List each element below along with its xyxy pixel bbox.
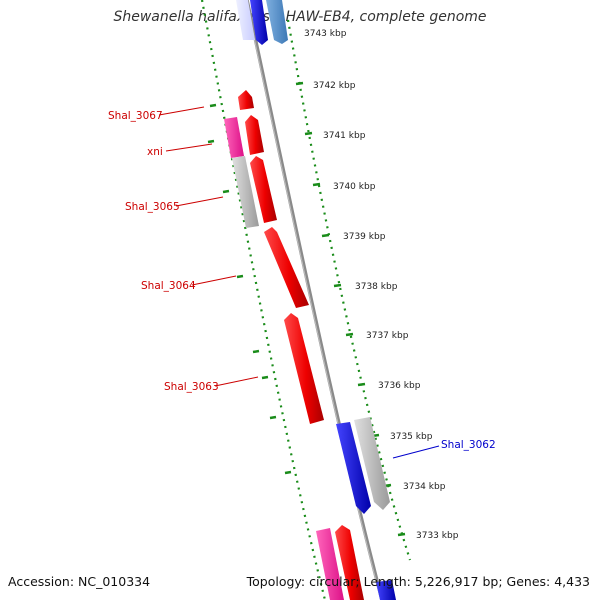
label-leaders xyxy=(158,106,440,459)
gene-label[interactable]: Shal_3065 xyxy=(125,201,180,213)
tick-label: 3734 kbp xyxy=(403,482,446,492)
gene-label[interactable]: Shal_3062 xyxy=(441,439,496,451)
gene-xni[interactable] xyxy=(245,115,264,155)
genome-backbone-highlight xyxy=(245,0,382,600)
tick-label: 3739 kbp xyxy=(343,232,386,242)
gene-shal-3062[interactable] xyxy=(336,422,371,514)
tick-label: 3733 kbp xyxy=(416,531,459,541)
forward-strand-features xyxy=(224,90,364,600)
forward-cds-bottom[interactable] xyxy=(335,525,364,600)
accession-text: Accession: NC_010334 xyxy=(8,574,151,589)
gene-shal-3064[interactable] xyxy=(264,227,309,308)
inner-tick-ring xyxy=(200,0,327,600)
tick-label: 3736 kbp xyxy=(378,381,421,391)
tick-label: 3738 kbp xyxy=(355,282,398,292)
gene-label[interactable]: Shal_3063 xyxy=(164,381,219,393)
gene-shal-3063[interactable] xyxy=(284,313,324,424)
gene-shal-3062-gray[interactable] xyxy=(354,417,390,510)
forward-rna-bottom[interactable] xyxy=(316,528,344,600)
gene-xni-rna[interactable] xyxy=(224,117,244,158)
faded-feature xyxy=(236,0,255,40)
tick-label: 3743 kbp xyxy=(304,29,347,39)
outer-tick-ring xyxy=(286,19,412,561)
top-features xyxy=(236,0,288,45)
tick-label: 3737 kbp xyxy=(366,331,409,341)
reverse-cds-feature xyxy=(250,0,268,45)
gene-shal-3065[interactable] xyxy=(250,156,277,223)
genome-backbone xyxy=(245,0,384,600)
gene-labels: Shal_3067 xni Shal_3065 Shal_3064 Shal_3… xyxy=(108,110,496,451)
gene-shal-3065-gray[interactable] xyxy=(232,156,259,228)
gene-label[interactable]: xni xyxy=(147,146,163,158)
gene-label[interactable]: Shal_3064 xyxy=(141,280,196,292)
tick-label: 3735 kbp xyxy=(390,432,433,442)
gene-label[interactable]: Shal_3067 xyxy=(108,110,163,122)
inner-major-ticks xyxy=(207,103,292,475)
reverse-strand-features xyxy=(336,417,396,600)
tick-label: 3740 kbp xyxy=(333,182,376,192)
reverse-cds-bottom[interactable] xyxy=(376,580,396,600)
tick-labels: 3743 kbp 3742 kbp 3741 kbp 3740 kbp 3739… xyxy=(304,29,459,541)
genome-stats-text: Topology: circular; Length: 5,226,917 bp… xyxy=(246,574,590,589)
tick-label: 3741 kbp xyxy=(323,131,366,141)
reverse-cds-feature-light xyxy=(266,0,288,44)
tick-label: 3742 kbp xyxy=(313,81,356,91)
gene-shal-3067[interactable] xyxy=(238,90,254,110)
